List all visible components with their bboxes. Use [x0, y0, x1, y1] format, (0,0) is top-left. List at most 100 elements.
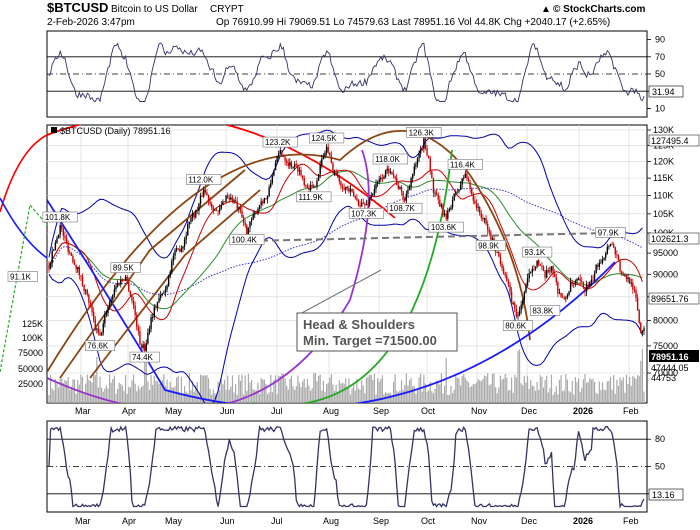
candle-body	[421, 149, 423, 150]
candle-body	[196, 210, 199, 212]
month-label: Oct	[421, 406, 436, 416]
candle-body	[333, 172, 336, 174]
volume-bar	[107, 388, 109, 403]
candle-body	[91, 305, 93, 312]
volume-bar	[504, 373, 506, 403]
candle-body	[175, 248, 178, 251]
candle-body	[577, 278, 580, 280]
volume-bar	[359, 389, 361, 403]
volume-bar	[582, 379, 584, 403]
volume-bar	[53, 390, 55, 403]
candle-body	[314, 185, 317, 187]
candle-body	[552, 266, 554, 274]
volume-bar	[515, 377, 517, 403]
volume-bar	[281, 373, 283, 403]
pivot-label: 126.3K	[406, 127, 442, 138]
volume-bar	[595, 392, 597, 403]
volume-bar	[471, 386, 473, 403]
volume-bar	[469, 387, 471, 403]
volume-bar	[431, 391, 433, 403]
candle-body	[102, 323, 104, 333]
volume-bar	[241, 374, 243, 403]
volume-bar	[116, 388, 119, 403]
candle-body	[608, 246, 610, 248]
candle-body	[447, 210, 449, 219]
volume-bar	[247, 373, 249, 403]
candle-body	[301, 175, 304, 178]
candle-body	[246, 225, 248, 235]
volume-bar	[89, 380, 92, 403]
pivot-label-box	[84, 340, 116, 351]
candle-body	[445, 213, 447, 219]
volume-bar	[364, 393, 366, 403]
candle-body	[394, 175, 396, 179]
volume-bar	[568, 391, 570, 403]
candle-body	[144, 344, 146, 351]
volume-bar	[475, 382, 478, 403]
volume-tick: 50000	[18, 364, 43, 374]
volume-bar	[300, 387, 302, 403]
pivot-label-box	[42, 211, 78, 223]
volume-bar	[86, 374, 88, 403]
candle-body	[242, 217, 245, 223]
side-label-ma: 102621.3	[651, 234, 689, 244]
candle-body	[306, 185, 309, 189]
candle-body	[171, 260, 173, 272]
candle-body	[365, 204, 368, 206]
tick-label: 50	[655, 462, 665, 472]
candle-body	[376, 181, 379, 184]
candle-body	[270, 182, 272, 188]
candle-body	[488, 229, 490, 233]
candle-body	[475, 203, 478, 208]
candle-body	[601, 259, 604, 263]
candle-body	[260, 201, 262, 206]
volume-bar	[546, 375, 548, 403]
volume-bar	[188, 373, 190, 403]
candle-body	[560, 292, 562, 297]
candle-body	[247, 227, 250, 235]
volume-bar	[102, 391, 104, 403]
candle-body	[423, 138, 425, 150]
volume-bar	[69, 389, 71, 403]
volume-bar	[273, 379, 275, 403]
volume-bar	[160, 383, 162, 403]
candle-body	[271, 175, 274, 183]
volume-bar	[370, 374, 372, 403]
arc-blue-left	[0, 197, 48, 259]
candle-body	[597, 265, 599, 267]
pivot-label: 123.2K	[262, 136, 298, 148]
price-legend-text: $BTCUSD (Daily) 78951.16	[60, 126, 171, 136]
candle-body	[416, 158, 419, 165]
candle-body	[110, 299, 112, 303]
volume-bar	[514, 374, 516, 403]
volume-bar	[333, 390, 336, 403]
candle-body	[343, 187, 345, 190]
candle-body	[407, 190, 409, 194]
price-side-labels: 127495.4 102621.3 89651.76 78951.16 4744…	[648, 134, 700, 383]
candle-body	[520, 304, 522, 311]
candle-body	[308, 188, 310, 190]
candle-body	[622, 274, 624, 276]
candle-body	[137, 326, 140, 331]
volume-bar	[534, 390, 537, 403]
tick-label: 80	[655, 434, 665, 444]
volume-bar	[239, 380, 242, 403]
price-tick-label: 90000	[653, 269, 678, 279]
volume-bar	[584, 373, 586, 403]
volume-bar	[109, 374, 111, 403]
volume-bar	[128, 386, 130, 403]
price-tick-label: 80000	[653, 316, 678, 326]
volume-bar	[174, 386, 176, 403]
volume-bar	[407, 385, 409, 403]
volume-bar	[541, 376, 543, 403]
candle-body	[568, 291, 570, 295]
volume-bar	[145, 353, 147, 403]
pivot-label: 89.5K	[110, 262, 141, 273]
candle-body	[411, 173, 414, 179]
candle-body	[230, 197, 232, 200]
candle-body	[534, 266, 537, 269]
tick-label: 50	[655, 69, 665, 79]
candle-body	[426, 148, 428, 156]
volume-bar	[640, 360, 642, 403]
volume-bar	[262, 379, 264, 403]
